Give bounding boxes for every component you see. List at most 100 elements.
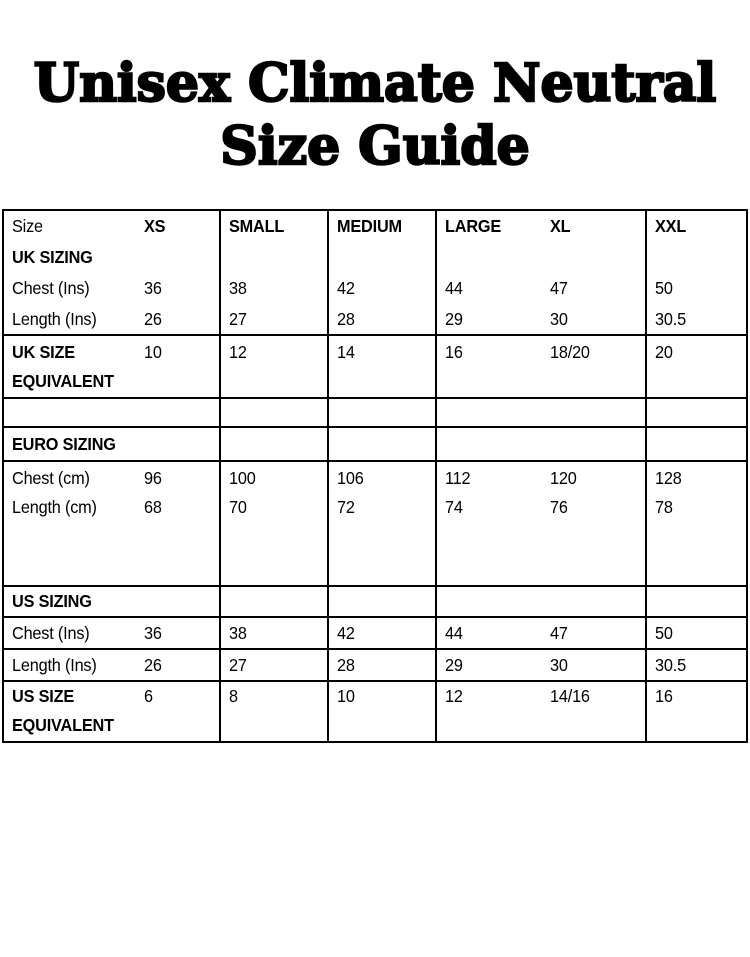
cell-line: XXL	[647, 211, 746, 242]
cell-line: 12	[437, 682, 542, 711]
table-cell: LARGE 44 29	[437, 211, 542, 335]
table-cell: Length (Ins)	[4, 650, 136, 680]
table-cell: US SIZE EQUIVALENT	[4, 682, 136, 741]
table-cell	[136, 428, 221, 460]
cell-line: 50	[647, 618, 746, 648]
cell-line: 96	[136, 464, 219, 493]
cell-line: Chest (cm)	[4, 464, 136, 493]
cell-line: XS	[136, 211, 219, 242]
cell-line: 14/16	[542, 682, 645, 711]
cell-line: 29	[437, 650, 542, 680]
cell-text: 44	[445, 623, 463, 643]
cell-line: 30	[542, 650, 645, 680]
cell-text: 120	[550, 468, 577, 488]
col-header-small: SMALL	[229, 216, 285, 236]
table-cell: 14/16	[542, 682, 647, 741]
table-cell: 6	[136, 682, 221, 741]
col-header-large: LARGE	[445, 216, 502, 236]
table-cell: Chest (cm) Length (cm)	[4, 462, 136, 585]
cell-line: EURO SIZING	[4, 428, 136, 460]
uk-sizing-label: UK SIZING	[12, 247, 93, 267]
cell-text: 36	[144, 278, 162, 298]
table-cell: 44	[437, 618, 542, 648]
table-cell: 12	[437, 682, 542, 741]
cell-line: 128	[647, 464, 746, 493]
col-header-medium: MEDIUM	[337, 216, 402, 236]
cell-line: 78	[647, 493, 746, 522]
cell-text: 50	[655, 623, 673, 643]
table-cell	[136, 399, 221, 426]
cell-text: 38	[229, 278, 247, 298]
cell-line: Length (Ins)	[4, 304, 136, 335]
table-cell: SMALL 38 27	[221, 211, 329, 335]
cell-line: 8	[221, 682, 327, 711]
cell-line: EQUIVALENT	[4, 367, 136, 396]
cell-line: 16	[437, 338, 542, 367]
cell-line: 30.5	[647, 304, 746, 335]
table-cell: 128 78	[647, 462, 746, 585]
table-cell: 47	[542, 618, 647, 648]
table-cell: 96 68	[136, 462, 221, 585]
cell-line: 26	[136, 650, 219, 680]
table-cell: US SIZING	[4, 587, 136, 616]
page-title: Unisex Climate Neutral Size Guide	[0, 52, 750, 178]
cell-line: 72	[329, 493, 435, 522]
row-header-and-uk-sizing: Size UK SIZING Chest (Ins) Length (Ins) …	[4, 211, 746, 336]
cell-line: Size	[4, 211, 136, 242]
table-cell: 29	[437, 650, 542, 680]
cell-text: 29	[445, 309, 463, 329]
table-cell: XXL 50 30.5	[647, 211, 746, 335]
cell-line: 44	[437, 618, 542, 648]
cell-text: 50	[655, 278, 673, 298]
cell-text: 28	[337, 655, 355, 675]
cell-text: 12	[229, 342, 247, 362]
title-line-1: Unisex Climate Neutral	[33, 52, 718, 115]
cell-text: 38	[229, 623, 247, 643]
table-cell: Size UK SIZING Chest (Ins) Length (Ins)	[4, 211, 136, 335]
cell-line: 36	[136, 618, 219, 648]
cell-line: 50	[647, 273, 746, 304]
cell-line: SMALL	[221, 211, 327, 242]
cell-line: 30	[542, 304, 645, 335]
table-cell: 12	[221, 336, 329, 397]
cell-line: 47	[542, 618, 645, 648]
cell-line: 30.5	[647, 650, 746, 680]
row-uk-size-equivalent: UK SIZE EQUIVALENT 10 12 14 16 18/20 20	[4, 336, 746, 399]
cell-text: 10	[144, 342, 162, 362]
table-cell: 100 70	[221, 462, 329, 585]
cell-line: 29	[437, 304, 542, 335]
cell-line: 112	[437, 464, 542, 493]
us-sizing-label: US SIZING	[12, 591, 92, 611]
cell-line: 16	[647, 682, 746, 711]
cell-text: 14/16	[550, 686, 590, 706]
cell-text: 26	[144, 309, 162, 329]
cell-line: 28	[329, 304, 435, 335]
cell-line: UK SIZE	[4, 338, 136, 367]
euro-chest-label: Chest (cm)	[12, 468, 90, 488]
table-cell: XS 36 26	[136, 211, 221, 335]
cell-text: 74	[445, 497, 463, 517]
table-cell	[542, 399, 647, 426]
cell-text: 47	[550, 278, 568, 298]
cell-line: 14	[329, 338, 435, 367]
cell-line: LARGE	[437, 211, 542, 242]
table-cell: EURO SIZING	[4, 428, 136, 460]
cell-text: 30	[550, 309, 568, 329]
table-cell: 8	[221, 682, 329, 741]
row-us-sizing-heading: US SIZING	[4, 587, 746, 618]
table-cell	[4, 399, 136, 426]
cell-line: 27	[221, 304, 327, 335]
cell-line	[136, 242, 219, 273]
cell-line: 20	[647, 338, 746, 367]
cell-line: 74	[437, 493, 542, 522]
table-cell	[221, 587, 329, 616]
cell-line: 6	[136, 682, 219, 711]
row-us-chest: Chest (Ins) 36 38 42 44 47 50	[4, 618, 746, 650]
cell-line: 42	[329, 273, 435, 304]
table-cell	[221, 428, 329, 460]
table-cell: 112 74	[437, 462, 542, 585]
table-cell: Chest (Ins)	[4, 618, 136, 648]
table-cell: 30.5	[647, 650, 746, 680]
cell-text: 30.5	[655, 309, 686, 329]
cell-text: 26	[144, 655, 162, 675]
